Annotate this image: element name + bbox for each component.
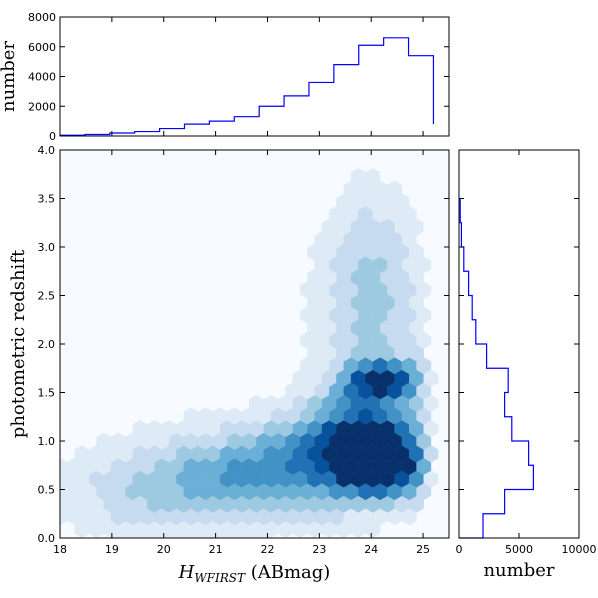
main-xtick-label: 22: [260, 543, 274, 556]
main-xtick-label: 25: [416, 543, 430, 556]
main-ylabel: photometric redshift: [8, 249, 29, 438]
main-ytick-label: 2.0: [38, 338, 56, 351]
top-histogram: 0 2000 4000 6000 8000 number: [0, 11, 450, 143]
main-xtick-label: 24: [364, 543, 378, 556]
right-xlabel: number: [483, 560, 554, 581]
main-xlabel-sub: WFIRST: [194, 571, 246, 585]
top-frame: [59, 16, 450, 137]
right-histogram-step: [459, 197, 534, 539]
main-xlabel: HWFIRST (ABmag): [178, 562, 331, 585]
top-ytick-label: 4000: [28, 71, 56, 84]
top-ytick-label: 6000: [28, 41, 56, 54]
main-ytick-label: 0.0: [38, 532, 56, 545]
main-ytick-label: 4.0: [38, 144, 56, 157]
right-histogram: 0 5000 10000 number: [456, 149, 597, 581]
main-xtick-label: 18: [53, 543, 67, 556]
top-histogram-step: [59, 37, 435, 136]
main-ytick-label: 3.0: [38, 241, 56, 254]
hexbin-cell: [387, 180, 403, 198]
main-ytick-label: 0.5: [38, 484, 56, 497]
main-xtick-label: 23: [312, 543, 326, 556]
right-xtick-label: 10000: [562, 543, 597, 556]
top-ytick-label: 8000: [28, 11, 56, 24]
main-xlabel-unit: (ABmag): [245, 562, 330, 583]
top-ytick-label: 0: [49, 130, 56, 143]
main-xlabel-main: H: [178, 562, 195, 583]
hexbin-cells: [60, 168, 439, 538]
right-xtick-label: 5000: [505, 543, 533, 556]
hexbin-cell: [365, 168, 381, 186]
main-xtick-label: 20: [157, 543, 171, 556]
main-ytick-label: 1.5: [38, 387, 56, 400]
top-ytick-label: 2000: [28, 100, 56, 113]
hexbin-panel: 18 19 20 21 22 23 24 25 0.0 0.5 1.0 1.5 2.0 2.5 3.0 3.5…: [8, 144, 450, 585]
right-xtick-label: 0: [456, 543, 463, 556]
main-xtick-label: 19: [105, 543, 119, 556]
main-xtick-label: 21: [209, 543, 223, 556]
main-ytick-label: 1.0: [38, 435, 56, 448]
main-ytick-label: 3.5: [38, 193, 56, 206]
top-ylabel: number: [0, 41, 19, 112]
main-ytick-label: 2.5: [38, 290, 56, 303]
